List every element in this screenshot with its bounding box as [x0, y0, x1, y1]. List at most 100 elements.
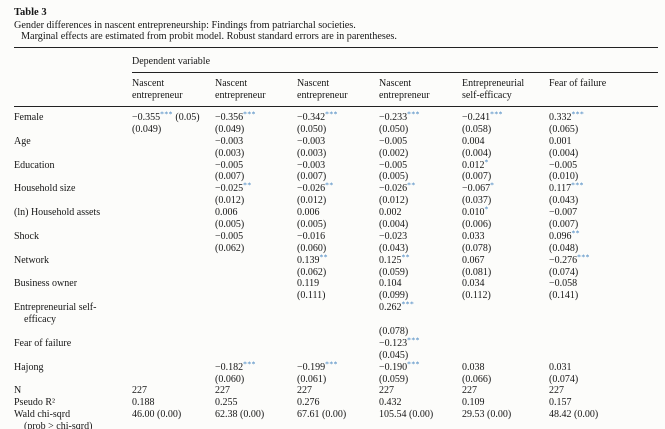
coef-cell: [215, 255, 297, 279]
coef-cell: −0.241*** (0.058): [462, 109, 503, 135]
column-header-row: Nascent entrepreneur Nascent entrepreneur…: [14, 72, 659, 107]
stat-cell: 0.432: [379, 397, 402, 409]
coef-cell: [215, 302, 297, 338]
row-label: Entrepreneurial self-efficacy: [14, 302, 97, 326]
coef-cell: −0.355*** (0.05) (0.049): [132, 109, 200, 135]
coef-cell: −0.026** (0.012): [379, 180, 416, 207]
coef-cell: [132, 231, 215, 255]
stat-cell: 67.61 (0.00): [297, 409, 347, 421]
coef-cell: −0.016 (0.060): [297, 230, 327, 254]
coef-cell: −0.276*** (0.074): [549, 252, 590, 278]
stat-cell: 48.42 (0.00): [549, 409, 599, 421]
significance-stars: **: [571, 228, 580, 238]
stat-cell: 227: [297, 385, 312, 397]
coef-cell: 0.119 (0.111): [297, 278, 326, 302]
significance-stars: ***: [571, 180, 584, 190]
column-header: Nascent entrepreneur: [215, 72, 297, 107]
significance-stars: **: [401, 252, 410, 262]
stats-row: Pseudo R² 0.188 0.255 0.276 0.432 0.109 0.157: [14, 397, 658, 409]
column-header: Entrepreneurial self-efficacy: [462, 72, 549, 107]
coef-cell: −0.023 (0.043): [379, 230, 409, 254]
table-row: Shock −0.005 (0.062) −0.016 (0.060) −0.023 (0.…: [14, 228, 658, 255]
coef-cell: [549, 338, 658, 362]
significance-stars: ***: [325, 359, 338, 369]
row-label: Education: [14, 159, 55, 171]
coef-cell: −0.356*** (0.049): [215, 109, 256, 135]
table-body: Female −0.355*** (0.05) (0.049) −0.356*** (0…: [14, 107, 658, 429]
table-row: Household size −0.025** (0.012) −0.026** (0.…: [14, 180, 658, 207]
coef-cell: [132, 338, 215, 362]
table-row: Entrepreneurial self-efficacy 0.262*** (0…: [14, 299, 658, 338]
row-label: Business owner: [14, 278, 78, 290]
significance-stars: ***: [243, 109, 256, 119]
column-header: Nascent entrepreneur: [297, 72, 379, 107]
coef-cell: −0.005 (0.062): [215, 230, 245, 254]
row-label: Shock: [14, 230, 39, 242]
stat-cell: 227: [549, 385, 564, 397]
stat-cell: 0.157: [549, 397, 572, 409]
coef-cell: −0.233*** (0.050): [379, 109, 420, 135]
coef-cell: −0.003 (0.003): [297, 135, 327, 159]
table-row: Female −0.355*** (0.05) (0.049) −0.356*** (0…: [14, 107, 658, 136]
row-label: Fear of failure: [14, 337, 72, 349]
coef-cell: −0.026** (0.012): [297, 180, 334, 207]
significance-stars: ***: [243, 359, 256, 369]
significance-stars: **: [319, 252, 328, 262]
coef-cell: −0.025** (0.012): [215, 180, 252, 207]
row-label: Age: [14, 135, 31, 147]
coef-cell: −0.007 (0.007): [549, 207, 579, 231]
coef-cell: −0.005 (0.002): [379, 135, 409, 159]
stat-cell: 227: [132, 385, 147, 397]
table-row: Hajong −0.182*** (0.060) −0.199*** (0.061) −0…: [14, 359, 658, 386]
coef-cell: 0.001 (0.004): [549, 135, 579, 159]
coef-cell: 0.332*** (0.065): [549, 109, 585, 135]
table-row: (ln) Household assets 0.006 (0.005) 0.006 (0…: [14, 204, 658, 231]
coef-cell: 0.012* (0.007): [462, 157, 492, 183]
significance-stars: *: [484, 204, 489, 214]
coef-cell: 0.104 (0.099): [379, 278, 409, 302]
coef-cell: 0.002 (0.004): [379, 207, 409, 231]
coef-cell: −0.003 (0.007): [297, 159, 327, 183]
coef-cell: [462, 302, 549, 338]
significance-stars: ***: [407, 335, 420, 345]
coef-cell: 0.038 (0.066): [462, 361, 492, 385]
stat-cell: 0.188: [132, 397, 155, 409]
coef-cell: 0.262*** (0.078): [379, 299, 415, 338]
significance-stars: **: [325, 180, 334, 190]
coef-cell: −0.003 (0.003): [215, 135, 245, 159]
coef-cell: 0.067 (0.081): [462, 254, 492, 278]
coef-cell: 0.010* (0.006): [462, 204, 492, 231]
coef-cell: −0.199*** (0.061): [297, 359, 338, 385]
significance-stars: *: [490, 180, 495, 190]
coef-cell: 0.004 (0.004): [462, 135, 492, 159]
coef-cell: −0.005 (0.007): [215, 159, 245, 183]
stat-cell: 227: [215, 385, 230, 397]
significance-stars: ***: [401, 299, 415, 309]
depvar-spacer-cell: [14, 48, 132, 73]
stat-cell: 29.53 (0.00): [462, 409, 512, 421]
row-label: Hajong: [14, 361, 44, 373]
row-label: Pseudo R²: [14, 397, 56, 409]
coef-cell: 0.034 (0.112): [462, 278, 491, 302]
coef-cell: 0.117*** (0.043): [549, 180, 584, 207]
coef-cell: 0.006 (0.005): [297, 207, 327, 231]
stat-cell: 46.00 (0.00): [132, 409, 182, 421]
table-row: Network 0.139** (0.062) 0.125** (0.059) 0.067…: [14, 252, 658, 279]
row-label: Wald chi-sqrd (prob > chi-sqrd): [14, 409, 93, 429]
coef-cell: 0.139** (0.062): [297, 252, 328, 278]
coef-cell: 0.031 (0.074): [549, 361, 579, 385]
depvar-group-label: Dependent variable: [132, 47, 659, 73]
coef-cell: −0.005 (0.010): [549, 159, 579, 183]
significance-stars: ***: [407, 359, 420, 369]
table-title: Table 3: [14, 7, 47, 18]
stat-cell: 105.54 (0.00): [379, 409, 434, 421]
coef-cell: [132, 183, 215, 207]
significance-stars: ***: [571, 109, 585, 119]
row-label: Female: [14, 112, 44, 123]
coef-cell: [215, 278, 297, 302]
coef-cell: [297, 338, 379, 362]
coef-cell: −0.058 (0.141): [549, 278, 579, 302]
stat-cell: 227: [462, 385, 477, 397]
coef-cell: [462, 338, 549, 362]
